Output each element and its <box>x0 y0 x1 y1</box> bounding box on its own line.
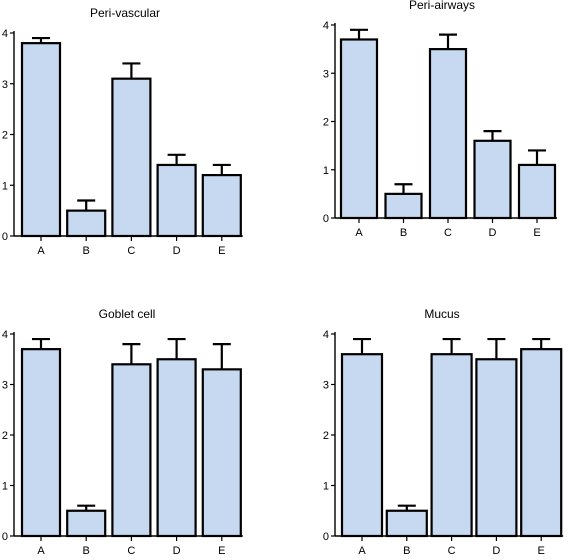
chart-title: Peri-airways <box>409 0 475 12</box>
y-tick-label: 2 <box>2 130 8 142</box>
x-tick-label: A <box>37 545 45 557</box>
bar-E <box>201 174 242 238</box>
bar-E <box>520 348 563 538</box>
error-bar-E <box>212 163 231 176</box>
chart-title: Mucus <box>424 307 459 321</box>
error-bar-A <box>353 337 371 355</box>
bar-B <box>66 209 107 238</box>
x-tick-label: B <box>83 245 90 257</box>
y-tick-label: 3 <box>2 380 8 392</box>
bar-B <box>384 192 423 220</box>
error-bar-B <box>394 183 413 194</box>
y-tick-label: 4 <box>323 329 329 341</box>
error-bar-D <box>167 153 186 165</box>
x-tick-label: D <box>492 545 500 557</box>
y-tick-label: 1 <box>323 165 329 177</box>
chart-panel-1: Peri-vascular A B C D E 0 1 2 3 4 <box>2 6 243 257</box>
y-tick-label: 0 <box>2 531 8 543</box>
y-tick-label: 1 <box>323 481 329 493</box>
x-tick-label: D <box>489 227 497 239</box>
bar-D <box>473 139 512 220</box>
y-tick-label: 4 <box>323 20 329 32</box>
y-tick-label: 1 <box>2 481 8 493</box>
bar-B <box>385 509 428 538</box>
bar-D <box>475 358 518 538</box>
x-tick-label: C <box>448 545 456 557</box>
x-tick-label: E <box>538 545 545 557</box>
error-bar-D <box>167 337 186 360</box>
bar-A <box>340 353 384 538</box>
error-bar-E <box>528 149 546 165</box>
error-bar-C <box>439 33 457 50</box>
y-tick-label: 2 <box>2 430 8 442</box>
error-bar-E <box>212 343 231 370</box>
x-tick-label: C <box>444 227 452 239</box>
bar-A <box>339 38 379 220</box>
x-tick-label: B <box>403 545 410 557</box>
x-tick-label: B <box>83 545 90 557</box>
error-bar-A <box>350 28 368 40</box>
x-tick-label: A <box>37 245 45 257</box>
bar-C <box>111 363 152 538</box>
x-tick-label: C <box>127 545 135 557</box>
y-tick-label: 2 <box>323 117 329 129</box>
x-tick-label: C <box>127 245 135 257</box>
y-tick-label: 2 <box>323 430 329 442</box>
bar-B <box>66 509 107 538</box>
chart-panel-4: Mucus A B C D E 0 1 2 3 4 <box>323 307 564 557</box>
error-bar-C <box>442 337 461 355</box>
bar-D <box>156 163 197 238</box>
bar-C <box>430 353 473 538</box>
chart-title: Goblet cell <box>99 307 156 321</box>
chart-title: Peri-vascular <box>90 6 160 20</box>
y-tick-label: 3 <box>2 79 8 91</box>
y-tick-label: 3 <box>323 380 329 392</box>
y-tick-label: 4 <box>2 329 8 341</box>
bar-E <box>517 163 557 220</box>
y-tick-label: 3 <box>323 68 329 80</box>
y-tick-label: 0 <box>2 231 8 243</box>
error-bar-C <box>122 343 141 365</box>
x-tick-label: D <box>173 545 181 557</box>
y-tick-label: 1 <box>2 180 8 192</box>
bar-E <box>201 368 242 538</box>
error-bar-D <box>483 130 502 141</box>
x-tick-label: A <box>355 227 363 239</box>
bar-A <box>20 348 62 538</box>
x-tick-label: D <box>173 245 181 257</box>
bar-C <box>111 77 152 238</box>
error-bar-B <box>77 504 96 511</box>
x-tick-label: E <box>218 245 225 257</box>
error-bar-E <box>532 337 551 350</box>
chart-panel-3: Goblet cell A B C D E 0 1 2 3 4 <box>2 307 243 557</box>
error-bar-B <box>77 199 96 211</box>
bar-D <box>156 358 197 538</box>
x-tick-label: E <box>533 227 540 239</box>
y-tick-label: 4 <box>2 28 8 40</box>
error-bar-A <box>32 36 50 44</box>
y-tick-label: 0 <box>323 213 329 225</box>
error-bar-B <box>397 504 416 511</box>
bar-C <box>428 48 468 220</box>
error-bar-C <box>122 62 141 79</box>
y-tick-label: 0 <box>323 531 329 543</box>
error-bar-A <box>32 337 50 350</box>
bar-A <box>20 42 62 238</box>
x-tick-label: E <box>218 545 225 557</box>
error-bar-D <box>487 337 506 360</box>
chart-panel-2: Peri-airways A B C D E 0 1 2 3 4 <box>323 0 557 239</box>
x-tick-label: A <box>358 545 366 557</box>
x-tick-label: B <box>400 227 407 239</box>
